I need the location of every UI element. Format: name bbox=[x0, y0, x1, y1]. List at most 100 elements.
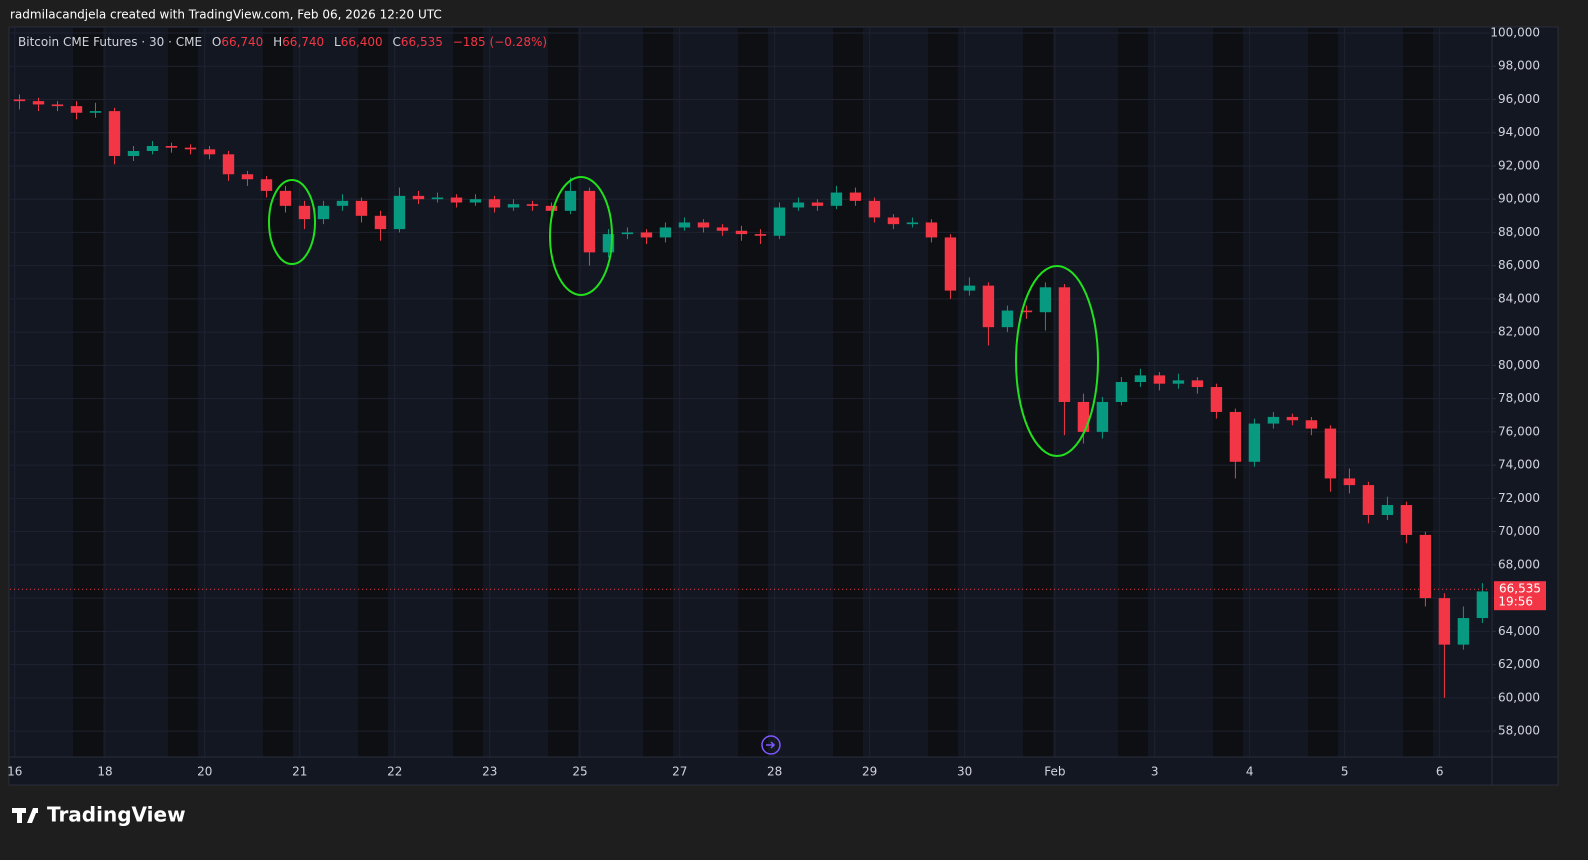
y-tick-label: 92,000 bbox=[1498, 158, 1540, 172]
candle-body bbox=[792, 202, 805, 208]
closed-session bbox=[833, 28, 863, 757]
candle-body bbox=[906, 222, 919, 225]
candle-body bbox=[1267, 416, 1280, 424]
candle-body bbox=[811, 202, 824, 206]
candle-body bbox=[602, 234, 615, 253]
candle-body bbox=[1077, 401, 1090, 432]
scroll-icon[interactable] bbox=[761, 735, 781, 755]
x-tick-label: 30 bbox=[957, 765, 972, 779]
symbol: Bitcoin CME Futures · 30 · CME bbox=[18, 35, 202, 49]
candle-body bbox=[241, 174, 254, 180]
candle-body bbox=[583, 190, 596, 253]
candle-body bbox=[754, 234, 767, 236]
o-value: 66,740 bbox=[221, 35, 263, 49]
scroll-arrow bbox=[766, 741, 776, 749]
candle-body bbox=[412, 195, 425, 200]
candle-body bbox=[184, 147, 197, 150]
x-tick-label: 23 bbox=[482, 765, 497, 779]
candle-body bbox=[393, 195, 406, 230]
x-tick-label: 22 bbox=[387, 765, 402, 779]
closed-session bbox=[73, 28, 103, 757]
closed-session bbox=[358, 28, 388, 757]
candle-body bbox=[1020, 310, 1033, 313]
y-tick-label: 74,000 bbox=[1498, 458, 1540, 472]
y-tick-label: 62,000 bbox=[1498, 657, 1540, 671]
x-tick-label: 18 bbox=[97, 765, 112, 779]
y-tick-label: 94,000 bbox=[1498, 125, 1540, 139]
x-tick-label: 6 bbox=[1436, 765, 1444, 779]
candle-body bbox=[1210, 387, 1223, 412]
candle-body bbox=[1381, 505, 1394, 515]
candle-body bbox=[488, 199, 501, 208]
candle-body bbox=[773, 207, 786, 236]
scroll-button[interactable] bbox=[761, 735, 781, 755]
candle-body bbox=[982, 285, 995, 328]
candle-body bbox=[127, 150, 140, 156]
annotation-ellipse bbox=[1015, 265, 1099, 457]
candle-body bbox=[1191, 380, 1204, 388]
candle-body bbox=[108, 111, 121, 156]
candle-body bbox=[165, 146, 178, 148]
x-tick-label: 27 bbox=[672, 765, 687, 779]
candle-body bbox=[1343, 478, 1356, 486]
annotations bbox=[268, 176, 1099, 457]
legend-text: Bitcoin CME Futures · 30 · CME O66,740 H… bbox=[18, 35, 547, 49]
candles bbox=[10, 94, 1490, 698]
closed-session bbox=[1403, 28, 1433, 757]
y-tick-label: 64,000 bbox=[1498, 624, 1540, 638]
candle-body bbox=[925, 222, 938, 238]
candle-body bbox=[336, 200, 349, 206]
candle-body bbox=[868, 200, 881, 218]
y-tick-label: 76,000 bbox=[1498, 424, 1540, 438]
candle-body bbox=[1096, 401, 1109, 432]
candle-body bbox=[450, 197, 463, 203]
candle-body bbox=[298, 205, 311, 220]
candle-body bbox=[830, 192, 843, 206]
x-tick-label: Feb bbox=[1044, 765, 1065, 779]
y-tick-label: 100,000 bbox=[1490, 25, 1540, 39]
x-tick-label: 5 bbox=[1341, 765, 1349, 779]
x-tick-label: 29 bbox=[862, 765, 877, 779]
h-value: 66,740 bbox=[282, 35, 324, 49]
closed-session bbox=[738, 28, 768, 757]
y-tick-label: 90,000 bbox=[1498, 192, 1540, 206]
candle-body bbox=[849, 192, 862, 201]
candle-body bbox=[507, 204, 520, 208]
axes: 58,00060,00062,00064,00066,00068,00070,0… bbox=[7, 25, 1546, 779]
candle-body bbox=[1248, 423, 1261, 462]
countdown: 19:56 bbox=[1498, 595, 1533, 609]
legend: Bitcoin CME Futures · 30 · CME O66,740 H… bbox=[18, 35, 547, 49]
y-tick-label: 70,000 bbox=[1498, 524, 1540, 538]
candle-body bbox=[1153, 375, 1166, 384]
candle-body bbox=[317, 205, 330, 220]
candle-body bbox=[640, 232, 653, 238]
candle-body bbox=[1229, 411, 1242, 462]
candle-body bbox=[1001, 310, 1014, 328]
grid bbox=[10, 27, 1490, 757]
last-price-box bbox=[1494, 581, 1546, 611]
y-tick-label: 84,000 bbox=[1498, 291, 1540, 305]
candle-body bbox=[70, 106, 83, 113]
closed-session bbox=[548, 28, 578, 757]
candle-body bbox=[963, 285, 976, 291]
c-label: C bbox=[393, 35, 401, 49]
y-tick-label: 68,000 bbox=[1498, 557, 1540, 571]
candle-body bbox=[469, 199, 482, 203]
candle-body bbox=[526, 204, 539, 206]
closed-session bbox=[1308, 28, 1338, 757]
y-tick-label: 98,000 bbox=[1498, 59, 1540, 73]
closed-session bbox=[168, 28, 198, 757]
attribution: radmilacandjela created with TradingView… bbox=[10, 8, 442, 22]
candle-body bbox=[1172, 380, 1185, 384]
closed-session bbox=[1023, 28, 1053, 757]
candle-body bbox=[13, 99, 26, 102]
candle-body bbox=[222, 154, 235, 175]
candle-body bbox=[1305, 420, 1318, 429]
candle-body bbox=[1362, 485, 1375, 515]
candle-body bbox=[545, 205, 558, 211]
y-tick-label: 82,000 bbox=[1498, 325, 1540, 339]
candle-body bbox=[1476, 591, 1489, 619]
x-tick-label: 25 bbox=[572, 765, 587, 779]
candle-body bbox=[659, 227, 672, 238]
x-tick-label: 20 bbox=[197, 765, 212, 779]
